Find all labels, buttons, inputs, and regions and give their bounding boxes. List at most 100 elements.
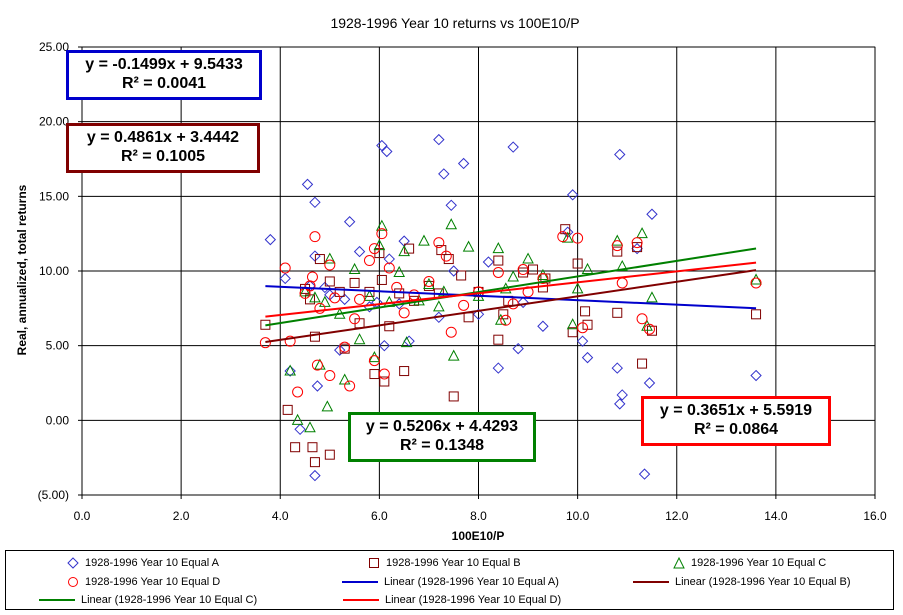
- data-point-square: [282, 404, 293, 415]
- y-tick-label: 15.00: [39, 189, 69, 203]
- data-point-diamond: [482, 256, 495, 268]
- equation-a: y = -0.1499x + 9.5433: [85, 56, 243, 73]
- data-point-circle: [507, 298, 519, 310]
- data-point-diamond: [581, 351, 594, 364]
- data-point-diamond: [353, 245, 366, 258]
- legend-label: Linear (1928-1996 Year 10 Equal D): [385, 594, 562, 606]
- y-axis-label: Real, annualized, total returns: [15, 184, 29, 355]
- data-point-circle: [643, 323, 655, 335]
- data-point-triangle: [299, 285, 311, 297]
- data-point-diamond: [264, 233, 277, 246]
- data-point-circle: [557, 231, 569, 243]
- circle-icon: [68, 577, 78, 587]
- line-icon: [39, 599, 75, 601]
- legend-label: Linear (1928-1996 Year 10 Equal B): [675, 576, 851, 588]
- data-point-square: [493, 334, 504, 345]
- data-point-triangle: [353, 333, 366, 345]
- data-point-diamond: [517, 296, 529, 309]
- data-point-diamond: [614, 148, 626, 161]
- square-icon: [369, 558, 379, 568]
- data-point-square: [637, 358, 648, 369]
- equation-d: y = 0.3651x + 5.5919: [659, 402, 813, 419]
- data-point-diamond: [334, 344, 346, 356]
- data-point-square: [394, 288, 405, 299]
- data-point-diamond: [338, 293, 351, 306]
- data-point-diamond: [438, 168, 450, 180]
- r-squared-b: R² = 0.1005: [120, 148, 206, 165]
- data-point-diamond: [576, 335, 589, 347]
- r-squared-c: R² = 0.1348: [399, 437, 485, 454]
- data-point-diamond: [611, 362, 623, 374]
- data-point-triangle: [376, 219, 388, 231]
- data-point-diamond: [448, 265, 460, 277]
- equation-c: y = 0.5206x + 4.4293: [365, 418, 519, 435]
- y-axis: (5.00) 0.00 5.00 10.00 15.00 20.00 25.00: [38, 40, 82, 502]
- data-point-diamond: [750, 369, 762, 382]
- data-point-triangle: [291, 413, 304, 425]
- data-point-diamond: [378, 339, 391, 352]
- data-point-square: [580, 306, 591, 317]
- x-axis: 0.0 2.0 4.0 6.0 8.0 10.0 12.0 14.0 16.0: [74, 495, 887, 523]
- data-point-circle: [445, 326, 457, 338]
- data-point-triangle: [507, 270, 520, 282]
- y-tick-label: (5.00): [38, 488, 69, 502]
- data-point-circle: [750, 277, 762, 289]
- y-tick-label: 10.00: [39, 264, 69, 278]
- x-tick-label: 2.0: [173, 509, 190, 523]
- data-point-diamond: [643, 377, 656, 389]
- data-point-square: [307, 442, 318, 453]
- data-point-diamond: [279, 272, 291, 285]
- data-point-circle: [636, 313, 648, 325]
- data-point-square: [349, 277, 360, 288]
- legend-label: Linear (1928-1996 Year 10 Equal C): [81, 594, 258, 606]
- equation-box-b: y = 0.4861x + 3.4442 R² = 0.1005: [66, 123, 260, 173]
- data-point-circle: [577, 322, 589, 334]
- trendline: [265, 269, 757, 344]
- data-point-triangle: [437, 285, 450, 297]
- data-point-circle: [611, 240, 623, 252]
- data-point-triangle: [571, 282, 584, 294]
- chart-title: 1928-1996 Year 10 returns vs 100E10/P: [330, 15, 579, 31]
- x-axis-label: 100E10/P: [452, 529, 505, 543]
- data-point-triangle: [566, 318, 579, 330]
- data-point-triangle: [284, 364, 296, 376]
- data-point-circle: [324, 370, 336, 382]
- x-tick-label: 14.0: [764, 509, 788, 523]
- data-point-circle: [309, 231, 321, 243]
- data-point-diamond: [311, 380, 324, 392]
- data-point-diamond: [309, 469, 321, 482]
- data-point-square: [612, 246, 623, 257]
- data-point-circle: [458, 299, 470, 311]
- data-point-triangle: [462, 240, 475, 252]
- data-point-triangle: [581, 262, 594, 275]
- data-point-diamond: [566, 189, 579, 201]
- x-tick-label: 0.0: [74, 509, 91, 523]
- data-point-square: [384, 321, 395, 332]
- trendline: [265, 285, 757, 310]
- r-squared-d: R² = 0.0864: [693, 421, 779, 438]
- line-icon: [633, 581, 669, 583]
- data-point-circle: [383, 262, 395, 274]
- data-point-square: [314, 254, 325, 265]
- data-point-square: [493, 255, 504, 266]
- data-point-triangle: [433, 300, 445, 312]
- y-tick-label: 20.00: [39, 115, 69, 129]
- equation-box-a: y = -0.1499x + 9.5433 R² = 0.0041: [66, 50, 262, 100]
- data-point-square: [309, 331, 320, 342]
- data-point-triangle: [304, 421, 316, 433]
- data-point-circle: [368, 355, 380, 367]
- equation-box-d: y = 0.3651x + 5.5919 R² = 0.0864: [641, 396, 831, 446]
- data-point-circle: [259, 337, 271, 349]
- data-point-triangle: [393, 265, 406, 277]
- data-point-square: [379, 376, 390, 387]
- data-point-square: [448, 391, 459, 402]
- data-point-square: [612, 307, 623, 318]
- data-point-triangle: [447, 349, 460, 361]
- data-point-triangle: [616, 259, 629, 272]
- data-point-triangle: [368, 351, 381, 363]
- data-point-circle: [311, 359, 323, 371]
- legend-item-series-d: 1928-1996 Year 10 Equal D: [67, 576, 220, 588]
- data-point-triangle: [750, 273, 762, 285]
- x-tick-label: 4.0: [272, 509, 289, 523]
- data-point-square: [632, 242, 643, 253]
